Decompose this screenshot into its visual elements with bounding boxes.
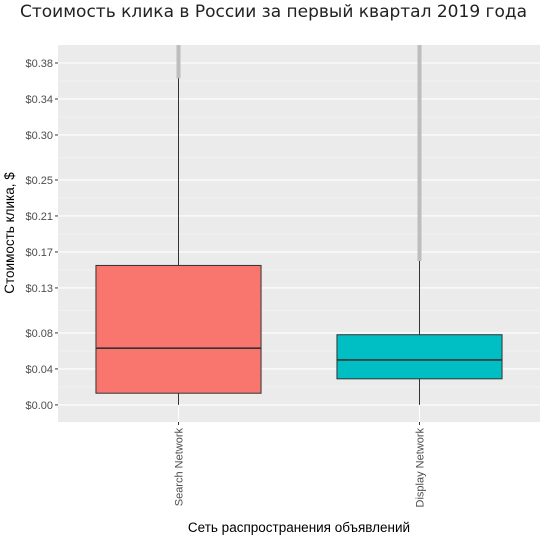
y-tick-label: $0.04	[25, 364, 53, 376]
chart-title: Стоимость клика в России за первый кварт…	[20, 2, 527, 22]
y-tick-label: $0.00	[25, 400, 53, 412]
y-tick-label: $0.38	[25, 58, 53, 70]
y-tick-label: $0.21	[25, 211, 53, 223]
y-axis-title: Стоимость клика, $	[2, 172, 17, 294]
y-tick-label: $0.25	[25, 175, 53, 187]
y-tick-label: $0.08	[25, 328, 53, 340]
x-tick-label: Display Network	[415, 428, 427, 508]
y-tick-label: $0.30	[25, 130, 53, 142]
x-axis-title: Сеть распространения объявлений	[188, 520, 410, 535]
x-tick-label: Search Network	[174, 428, 186, 507]
box-display-network	[336, 45, 503, 405]
y-tick-label: $0.13	[25, 283, 53, 295]
boxes	[95, 45, 503, 405]
iqr-box	[336, 334, 503, 380]
x-axis: Search Network Display Network	[174, 422, 427, 507]
iqr-box	[95, 264, 262, 394]
y-axis: $0.00 $0.04 $0.08 $0.13 $0.17 $0.21 $0.25 $0.30…	[25, 58, 58, 412]
y-tick-label: $0.34	[25, 94, 53, 106]
y-tick-label: $0.17	[25, 247, 53, 259]
box-search-network	[95, 45, 262, 405]
